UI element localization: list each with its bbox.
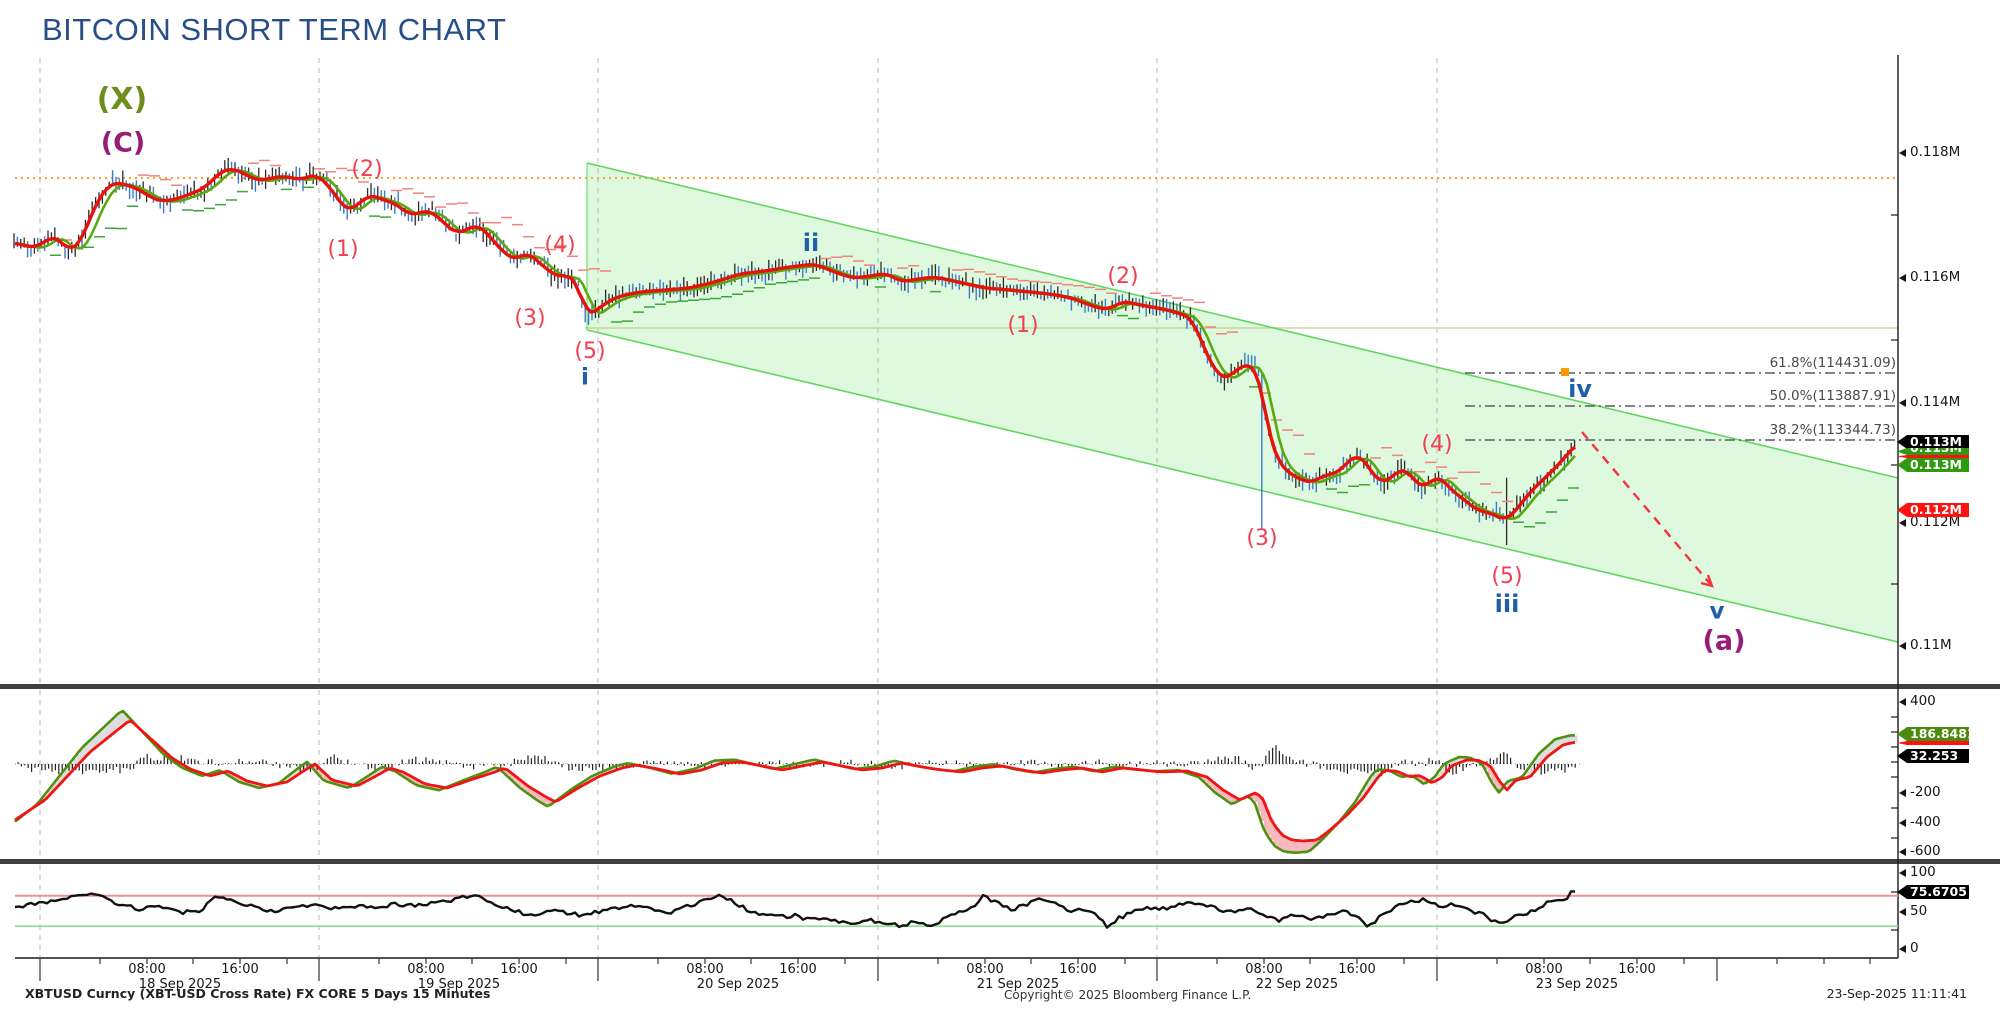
wave-label-3-11: (3) <box>1246 526 1278 551</box>
price-value-box-4: 0.112M <box>1897 503 1969 517</box>
x-time-label: 16:00 <box>1338 962 1376 977</box>
price-tick-0.116M-arrow <box>1899 274 1906 282</box>
price-tick-0.116M: 0.116M <box>1910 269 1961 285</box>
rsi-tick-0: 0 <box>1910 940 1919 956</box>
x-time-label: 08:00 <box>407 962 445 977</box>
wave-label-iii-14: iii <box>1494 590 1520 618</box>
x-time-label: 16:00 <box>779 962 817 977</box>
macd-tick--400-arrow <box>1899 819 1906 827</box>
price-tick-0.118M-arrow <box>1899 149 1906 157</box>
price-tick-0.114M: 0.114M <box>1910 394 1961 410</box>
price-tick-0.11M-arrow <box>1899 642 1906 650</box>
fib-level-label-0: 61.8%(114431.09) <box>1769 355 1896 371</box>
price-tick-0.118M: 0.118M <box>1910 144 1961 160</box>
macd-tick--200-arrow <box>1899 789 1906 797</box>
x-time-label: 16:00 <box>1618 962 1656 977</box>
wave-label-1-9: (1) <box>1007 313 1039 338</box>
price-value-box-1: 0.113M <box>1897 448 1969 455</box>
x-date-label: 18 Sep 2025 <box>138 977 222 992</box>
x-date-label: 23 Sep 2025 <box>1535 977 1619 992</box>
wave-label-2-3: (2) <box>351 157 383 182</box>
rsi-tick-50-arrow <box>1899 908 1906 916</box>
x-time-label: 08:00 <box>966 962 1004 977</box>
wave-label-a-17: (a) <box>1702 625 1746 657</box>
page-title: BITCOIN SHORT TERM CHART <box>42 12 507 47</box>
macd-tick--400: -400 <box>1910 814 1941 830</box>
x-date-label: 19 Sep 2025 <box>417 977 501 992</box>
rsi-tick-100-arrow <box>1899 869 1906 877</box>
macd-tick--600-arrow <box>1899 848 1906 856</box>
wave-label-3-4: (3) <box>514 306 546 331</box>
x-date-label: 20 Sep 2025 <box>696 977 780 992</box>
wave-label-5-6: (5) <box>574 339 606 364</box>
price-tick-0.112M-arrow <box>1899 519 1906 527</box>
timestamp: 23-Sep-2025 11:11:41 <box>1826 986 1967 1001</box>
x-time-label: 16:00 <box>1059 962 1097 977</box>
copyright-text: Copyright© 2025 Bloomberg Finance L.P. <box>1004 988 1252 1002</box>
price-tick-0.11M: 0.11M <box>1910 637 1952 653</box>
macd-tick-400-arrow <box>1899 698 1906 706</box>
price-value-box-2 <box>1897 455 1969 458</box>
x-time-label: 08:00 <box>1245 962 1283 977</box>
price-tick-0.112M: 0.112M <box>1910 514 1961 530</box>
wave-label-iv-15: iv <box>1568 375 1592 403</box>
macd-tick-400: 400 <box>1910 693 1936 709</box>
wave-label-i-7: i <box>581 364 589 391</box>
x-date-label: 21 Sep 2025 <box>976 977 1060 992</box>
fib-level-label-1: 50.0%(113887.91) <box>1769 388 1896 404</box>
fib-level-label-2: 38.2%(113344.73) <box>1769 422 1896 438</box>
x-time-label: 16:00 <box>500 962 538 977</box>
price-value-box-0: 0.113M <box>1897 435 1969 449</box>
wave-label-X-0: (X) <box>96 82 148 117</box>
rsi-tick-50: 50 <box>1910 903 1928 919</box>
wave-label-2-10: (2) <box>1107 264 1139 289</box>
wave-label-1-2: (1) <box>327 237 359 262</box>
rsi-tick-100: 100 <box>1910 864 1936 880</box>
macd-tick--200: -200 <box>1910 784 1941 800</box>
macd-value-box-1 <box>1897 741 1969 745</box>
instrument-descriptor: XBTUSD Curncy (XBT-USD Cross Rate) FX CO… <box>25 986 491 1001</box>
x-time-label: 08:00 <box>686 962 724 977</box>
macd-value-box-2: 32.253 <box>1897 749 1969 763</box>
price-value-box-3: 0.113M <box>1897 458 1969 472</box>
price-tick-0.114M-arrow <box>1899 399 1906 407</box>
macd-value-box-0: 186.8481 <box>1897 727 1969 741</box>
wave-label-4-5: (4) <box>544 233 576 258</box>
wave-label-ii-8: ii <box>802 229 820 257</box>
wave-label-5-13: (5) <box>1491 564 1523 589</box>
macd-tick--600: -600 <box>1910 843 1941 859</box>
x-time-label: 08:00 <box>128 962 166 977</box>
x-date-label: 22 Sep 2025 <box>1255 977 1339 992</box>
x-time-label: 08:00 <box>1525 962 1563 977</box>
x-time-label: 16:00 <box>221 962 259 977</box>
rsi-value-box-0: 75.6705 <box>1897 885 1969 899</box>
wave-label-C-1: (C) <box>100 127 146 159</box>
wave-label-v-16: v <box>1709 598 1725 625</box>
wave-label-4-12: (4) <box>1421 432 1453 457</box>
rsi-tick-0-arrow <box>1899 945 1906 953</box>
